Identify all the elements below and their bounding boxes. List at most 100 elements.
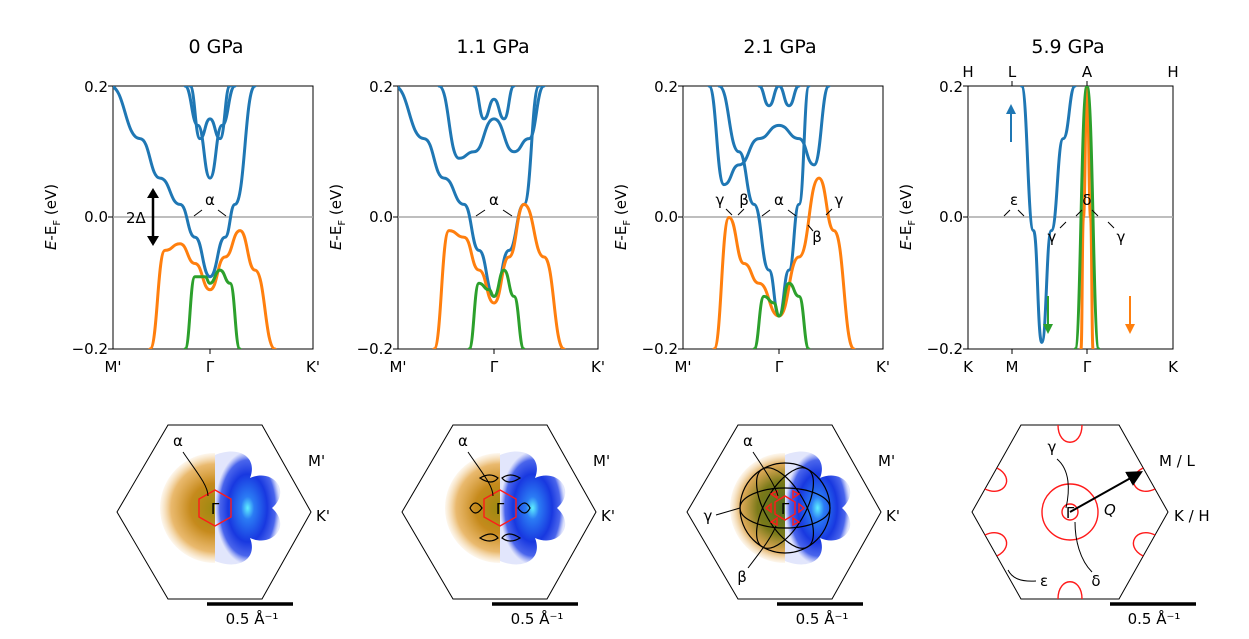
panel-0-band-1 (183, 86, 237, 180)
bz-2-small-pockets (764, 489, 806, 527)
bz-3-hexagon (971, 424, 1169, 600)
panel-0-xtick-0: M' (104, 358, 121, 376)
panel-3-top-tick-3: H (1167, 63, 1178, 81)
panel-3-top-tick-2: A (1082, 63, 1093, 81)
panel-2-ylabel: E-EF (eV) (612, 184, 633, 250)
panel-3-band-0 (1020, 86, 1077, 344)
bz-3-gamma-orbit-label: γ (1048, 438, 1057, 456)
panel-2-xtick-0: M' (674, 358, 691, 376)
panel-2-band-4 (752, 281, 811, 349)
panel-3-xtick-0: K (963, 358, 974, 376)
panel-3-ytick-bottom: −0.2 (927, 340, 963, 358)
panel-0-title: 0 GPa (188, 36, 243, 58)
panel-0-ytick-zero: 0.0 (84, 208, 108, 226)
panel-3-top-tick-1: L (1008, 63, 1017, 81)
bz-0-alpha-label: α (173, 432, 183, 450)
panel-3-band-2 (1073, 86, 1101, 349)
panel-1-xtick-0: M' (389, 358, 406, 376)
panel-0-ytick-top: 0.2 (84, 78, 108, 96)
bz-1-hexagon (401, 424, 597, 600)
panel-2-beta-left-label: β (739, 191, 749, 209)
panel-3-xtick-1: M (1006, 358, 1019, 376)
panel-1-xtick-2: K' (591, 358, 605, 376)
bz-1-kprime-label: K' (601, 507, 615, 525)
bz-3: γ Γ Q M / L K / H ε δ 0.5 Å⁻¹ (971, 424, 1210, 628)
bz-1-mprime-label: M' (593, 452, 610, 470)
bz-1-fermi-surface (483, 489, 517, 527)
panel-0-band-4 (183, 268, 242, 349)
panel-1-ytick-zero: 0.0 (369, 208, 393, 226)
panel-2-gamma-right-label: γ (835, 191, 844, 209)
panel-1-ytick-top: 0.2 (369, 78, 393, 96)
bz-3-delta-label: δ (1091, 572, 1100, 590)
bz-1-pockets (469, 474, 531, 542)
panel-0-band-0 (113, 86, 257, 279)
panel-3-delta-label: δ (1082, 191, 1091, 209)
bz-0-fermi-surface (198, 489, 232, 527)
panel-1-title: 1.1 GPa (456, 36, 529, 58)
panel-1-ytick-bottom: −0.2 (357, 340, 393, 358)
panel-0-band-2 (188, 86, 232, 141)
panel-2-beta-right-label: β (812, 228, 822, 246)
panel-0-bands (113, 86, 277, 349)
bz-0-gamma-point: Γ (211, 500, 220, 518)
panel-3-ylabel: E-EF (eV) (897, 184, 918, 250)
bz-3-gamma-point: Γ (1066, 504, 1075, 522)
panel-3-ytick-top: 0.2 (939, 78, 963, 96)
panel-3-xtick-2: Γ (1083, 358, 1092, 376)
panel-2-band-1 (707, 86, 831, 187)
panel-3-band-1 (1079, 86, 1095, 349)
panel-3-top-tick-0: H (962, 63, 973, 81)
panel-0-gap-label: 2Δ (126, 209, 147, 227)
bz-2-alpha-label: α (743, 432, 753, 450)
panel-2-bands (707, 86, 856, 349)
panel-2-alpha-label: α (774, 191, 784, 209)
panel-3-axes: 0.2 0.0 −0.2 K M Γ K H L A H E-EF (eV) ε… (897, 63, 1179, 376)
bz-3-epsilon-label: ε (1040, 572, 1048, 590)
panel-3-xtick-3: K (1168, 358, 1179, 376)
panel-1-ylabel: E-EF (eV) (327, 184, 348, 250)
bz-0-hexagon (116, 424, 312, 600)
bz-2-mprime-label: M' (878, 452, 895, 470)
bz-0-scale-label: 0.5 Å⁻¹ (226, 609, 279, 628)
bz-2-gamma-orbit-label: γ (704, 507, 713, 525)
panel-0-xtick-2: K' (306, 358, 320, 376)
panel-0-ylabel: E-EF (eV) (42, 184, 63, 250)
bz-1-scale-label: 0.5 Å⁻¹ (511, 609, 564, 628)
bz-1-alpha-label: α (458, 432, 468, 450)
panel-2-axes: 0.2 0.0 −0.2 M' Γ K' E-EF (eV) γ β α β γ (612, 78, 890, 376)
bz-0-mprime-label: M' (308, 452, 325, 470)
panel-3-title: 5.9 GPa (1031, 36, 1104, 58)
panel-0-xtick-1: Γ (206, 358, 215, 376)
bz-2-scale-label: 0.5 Å⁻¹ (796, 609, 849, 628)
panel-1-alpha-label: α (489, 191, 499, 209)
panel-2-ytick-zero: 0.0 (654, 208, 678, 226)
panel-1-band-4 (467, 268, 526, 349)
panel-2-band-3 (712, 176, 856, 349)
panel-2-ytick-bottom: −0.2 (642, 340, 678, 358)
bz-2-kprime-label: K' (886, 507, 900, 525)
bz-2-gamma-point: Γ (781, 500, 790, 518)
bz-3-q-vector (1069, 471, 1143, 513)
bz-0: α Γ M' K' 0.5 Å⁻¹ (116, 424, 330, 628)
panel-1-band-2 (472, 86, 516, 121)
panel-2-band-2 (757, 86, 801, 108)
bz-3-scale-label: 0.5 Å⁻¹ (1128, 609, 1181, 628)
bz-1-gamma-point: Γ (496, 500, 505, 518)
panel-1-band-0 (398, 86, 541, 298)
panel-2-xtick-2: K' (876, 358, 890, 376)
panel-3-gamma-left-label: γ (1048, 228, 1057, 246)
bz-1: α Γ M' K' 0.5 Å⁻¹ (401, 424, 615, 628)
bz-2: α Γ γ β M' K' 0.5 Å⁻¹ (686, 424, 900, 628)
panel-3-gamma-right-label: γ (1117, 228, 1126, 246)
panel-3-bands (1020, 86, 1101, 349)
panel-0-alpha-label: α (205, 191, 215, 209)
bz-0-kprime-label: K' (316, 507, 330, 525)
bz-3-q-label: Q (1104, 501, 1116, 519)
panel-2-title: 2.1 GPa (743, 36, 816, 58)
bz-3-k-h-label: K / H (1174, 507, 1210, 525)
panel-2-band-0 (717, 86, 811, 318)
panel-1-bands (398, 86, 566, 349)
panel-1-band-1 (437, 86, 546, 160)
